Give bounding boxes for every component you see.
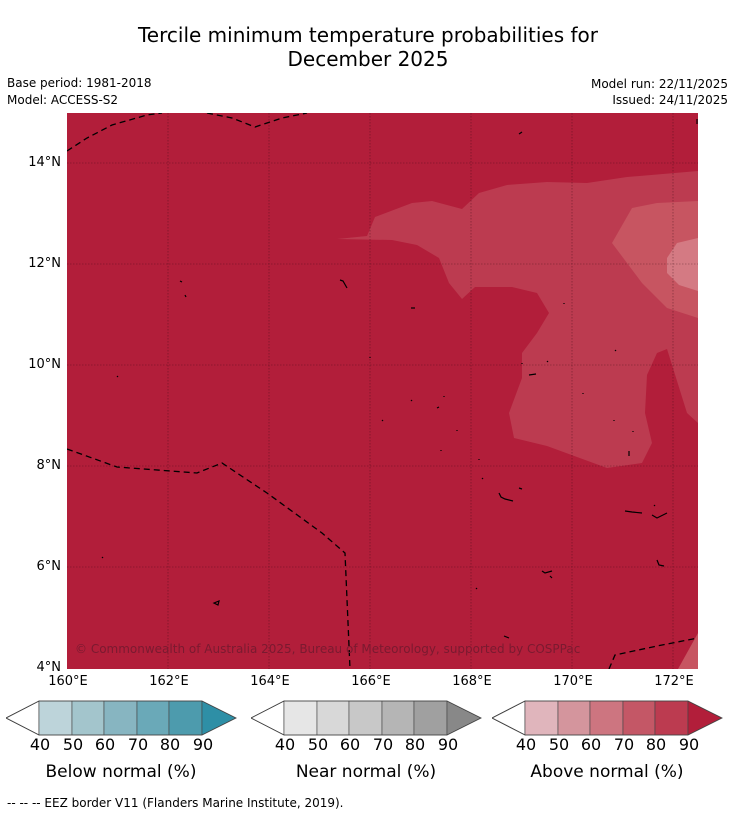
colorbar-below-svg: [5, 700, 237, 736]
cb-near-cell-50: [316, 700, 350, 736]
cb-near-cell-90: [446, 700, 482, 736]
cb-below-cell-40: [38, 700, 73, 736]
cb-above-tick-90: 90: [678, 735, 700, 754]
cb-below-tick-50: 50: [62, 735, 84, 754]
lat-label-8n: 8°N: [36, 458, 62, 473]
above-60-region: [667, 238, 698, 291]
cb-near-tick-50: 50: [307, 735, 329, 754]
cb-above-cell-70: [622, 700, 656, 736]
islands: [101, 119, 698, 639]
model-run: Model run: 22/11/2025: [590, 77, 728, 91]
cb-near-cell-40: [283, 700, 318, 736]
cb-near-tick-40: 40: [274, 735, 296, 754]
above-80-region: [337, 171, 698, 669]
cb-below-tick-40: 40: [29, 735, 51, 754]
lon-label-160e: 160°E: [48, 674, 88, 689]
above-70-corner: [678, 633, 698, 669]
eez-borders: [66, 112, 699, 670]
model-name: Model: ACCESS-S2: [7, 93, 119, 107]
cb-near-cell-80: [413, 700, 448, 736]
lon-label-172e: 172°E: [654, 674, 694, 689]
colorbar-above-svg: [491, 700, 723, 736]
issued-date: Issued: 24/11/2025: [612, 93, 728, 107]
cb-above-tick-60: 60: [580, 735, 602, 754]
cb-below-tick-90: 90: [192, 735, 214, 754]
chart-title-line2: December 2025: [287, 47, 449, 71]
colorbar-near-svg: [250, 700, 482, 736]
chart-title-line1: Tercile minimum temperature probabilitie…: [137, 23, 599, 47]
cb-below-cell-60: [103, 700, 138, 736]
above-90-notch: [472, 313, 479, 325]
cb-below-tick-70: 70: [127, 735, 149, 754]
cb-near-tick-60: 60: [339, 735, 361, 754]
copyright-notice: © Commonwealth of Australia 2025, Bureau…: [75, 642, 580, 656]
lon-label-164e: 164°E: [250, 674, 290, 689]
eez-footnote: -- -- -- EEZ border V11 (Flanders Marine…: [7, 796, 344, 810]
lat-label-10n: 10°N: [28, 357, 61, 372]
cb-above-cell-50: [557, 700, 591, 736]
colorbar-below-normal: [5, 700, 238, 740]
cb-above-tick-70: 70: [613, 735, 635, 754]
cb-near-tick-90: 90: [437, 735, 459, 754]
cb-below-cell-90: [201, 700, 237, 736]
lon-label-162e: 162°E: [149, 674, 189, 689]
cb-above-title: Above normal (%): [530, 762, 684, 782]
lon-label-166e: 166°E: [351, 674, 391, 689]
colorbar-near-normal: [250, 700, 483, 740]
cb-above-cell-80: [654, 700, 689, 736]
colorbar-above-normal: [491, 700, 724, 740]
cb-below-cell-50: [71, 700, 105, 736]
lat-label-14n: 14°N: [28, 155, 61, 170]
cb-near-cell-60: [348, 700, 383, 736]
cb-above-cell-40: [524, 700, 559, 736]
lat-label-6n: 6°N: [36, 559, 62, 574]
cb-near-title: Near normal (%): [295, 762, 437, 782]
cb-near-cell-70: [381, 700, 415, 736]
cb-below-cell-80: [168, 700, 203, 736]
cb-above-cell-90: [687, 700, 723, 736]
cb-below-title: Below normal (%): [45, 762, 197, 782]
map-svg: © Commonwealth of Australia 2025, Bureau…: [66, 112, 699, 670]
base-period: Base period: 1981-2018: [7, 76, 152, 90]
lon-label-170e: 170°E: [553, 674, 593, 689]
cb-above-cell-60: [589, 700, 624, 736]
grid-lines: [67, 113, 698, 669]
cb-below-tick-60: 60: [94, 735, 116, 754]
cb-below-cell-70: [136, 700, 170, 736]
cb-below-tick-80: 80: [159, 735, 181, 754]
cb-near-tick-80: 80: [404, 735, 426, 754]
lat-label-12n: 12°N: [28, 256, 61, 271]
probability-map[interactable]: © Commonwealth of Australia 2025, Bureau…: [66, 112, 699, 670]
cb-above-tick-50: 50: [548, 735, 570, 754]
above-70-region: [612, 201, 698, 318]
lon-label-168e: 168°E: [452, 674, 492, 689]
cb-above-tick-40: 40: [515, 735, 537, 754]
cb-near-tick-70: 70: [372, 735, 394, 754]
lat-label-4n: 4°N: [36, 660, 62, 675]
cb-above-tick-80: 80: [645, 735, 667, 754]
